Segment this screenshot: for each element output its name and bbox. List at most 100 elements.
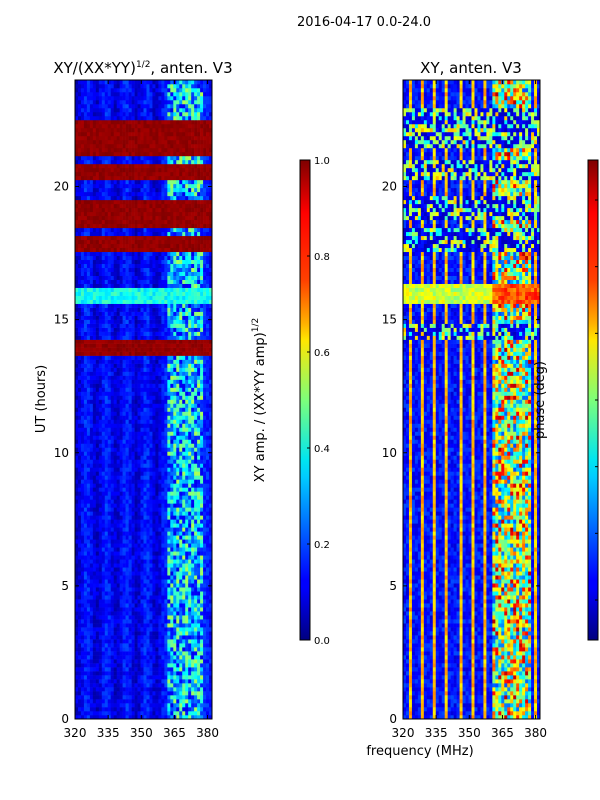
heatmap-cell	[209, 459, 213, 464]
heatmap-cell	[125, 603, 129, 608]
heatmap-cell	[75, 615, 79, 620]
heatmap-cell	[200, 443, 204, 448]
heatmap-cell	[134, 403, 138, 408]
heatmap-cell	[140, 635, 144, 640]
heatmap-cell	[101, 331, 106, 336]
heatmap-cell	[152, 443, 156, 448]
heatmap-cell	[197, 455, 201, 460]
heatmap-cell	[98, 655, 103, 660]
heatmap-cell	[164, 375, 168, 380]
heatmap-cell	[75, 315, 79, 320]
heatmap-cell	[197, 599, 201, 604]
heatmap-cell	[107, 387, 112, 392]
heatmap-cell	[155, 703, 159, 708]
heatmap-cell	[110, 439, 115, 444]
heatmap-cell	[80, 379, 85, 384]
heatmap-cell	[119, 651, 123, 656]
heatmap-cell	[188, 607, 192, 612]
heatmap-cell	[176, 499, 180, 504]
heatmap-cell	[134, 587, 138, 592]
heatmap-cell	[146, 695, 150, 700]
heatmap-cell	[149, 659, 153, 664]
heatmap-cell	[176, 327, 180, 332]
heatmap-cell	[194, 707, 198, 712]
heatmap-cell	[167, 335, 171, 340]
heatmap-cell	[194, 643, 198, 648]
heatmap-cell	[146, 587, 150, 592]
heatmap-cell	[143, 435, 147, 440]
heatmap-cell	[119, 487, 123, 492]
heatmap-cell	[191, 583, 195, 588]
heatmap-cell	[188, 335, 192, 340]
heatmap-cell	[197, 399, 201, 404]
heatmap-cell	[86, 415, 91, 420]
heatmap-cell	[122, 523, 126, 528]
heatmap-cell	[179, 559, 183, 564]
heatmap-cell	[194, 519, 198, 524]
heatmap-cell	[125, 575, 129, 580]
heatmap-cell	[209, 527, 213, 532]
heatmap-cell	[107, 675, 112, 680]
heatmap-cell	[200, 603, 204, 608]
heatmap-cell	[83, 591, 88, 596]
heatmap-cell	[137, 703, 141, 708]
heatmap-cell	[194, 579, 198, 584]
heatmap-cell	[98, 523, 103, 528]
heatmap-cell	[194, 675, 198, 680]
heatmap-cell	[98, 315, 103, 320]
heatmap-cell	[203, 579, 207, 584]
heatmap-cell	[116, 699, 120, 704]
heatmap-cell	[86, 419, 91, 424]
heatmap-cell	[161, 603, 165, 608]
heatmap-cell	[191, 615, 195, 620]
heatmap-cell	[122, 691, 126, 696]
heatmap-cell	[75, 699, 79, 704]
heatmap-cell	[89, 515, 94, 520]
heatmap-cell	[110, 287, 115, 292]
heatmap-cell	[203, 679, 207, 684]
heatmap-cell	[83, 583, 88, 588]
heatmap-cell	[110, 451, 115, 456]
heatmap-cell	[179, 615, 183, 620]
heatmap-cell	[86, 531, 91, 536]
heatmap-cell	[200, 639, 204, 644]
heatmap-cell	[95, 451, 100, 456]
heatmap-cell	[98, 347, 103, 352]
heatmap-cell	[137, 679, 141, 684]
heatmap-cell	[191, 595, 195, 600]
heatmap-cell	[143, 311, 147, 316]
heatmap-cell	[167, 663, 171, 668]
heatmap-cell	[170, 691, 174, 696]
heatmap-cell	[119, 615, 123, 620]
heatmap-cell	[110, 383, 115, 388]
heatmap-cell	[134, 611, 138, 616]
heatmap-cell	[113, 579, 117, 584]
heatmap-cell	[107, 343, 112, 348]
heatmap-cell	[125, 371, 129, 376]
heatmap-cell	[146, 639, 150, 644]
heatmap-cell	[203, 623, 207, 628]
heatmap-cell	[167, 651, 171, 656]
heatmap-cell	[131, 443, 135, 448]
heatmap-cell	[128, 667, 132, 672]
heatmap-cell	[170, 335, 174, 340]
heatmap-cell	[188, 431, 192, 436]
heatmap-cell	[185, 555, 189, 560]
heatmap-cell	[191, 463, 195, 468]
heatmap-cell	[122, 475, 126, 480]
heatmap-cell	[134, 627, 138, 632]
heatmap-cell	[86, 559, 91, 564]
heatmap-cell	[86, 679, 91, 684]
heatmap-cell	[161, 387, 165, 392]
heatmap-cell	[185, 395, 189, 400]
heatmap-cell	[146, 559, 150, 564]
heatmap-cell	[155, 491, 159, 496]
heatmap-cell	[191, 511, 195, 516]
heatmap-cell	[146, 707, 150, 712]
heatmap-cell	[194, 603, 198, 608]
heatmap-cell	[209, 367, 213, 372]
heatmap-cell	[182, 703, 186, 708]
heatmap-cell	[143, 423, 147, 428]
heatmap-cell	[113, 531, 117, 536]
heatmap-cell	[197, 459, 201, 464]
